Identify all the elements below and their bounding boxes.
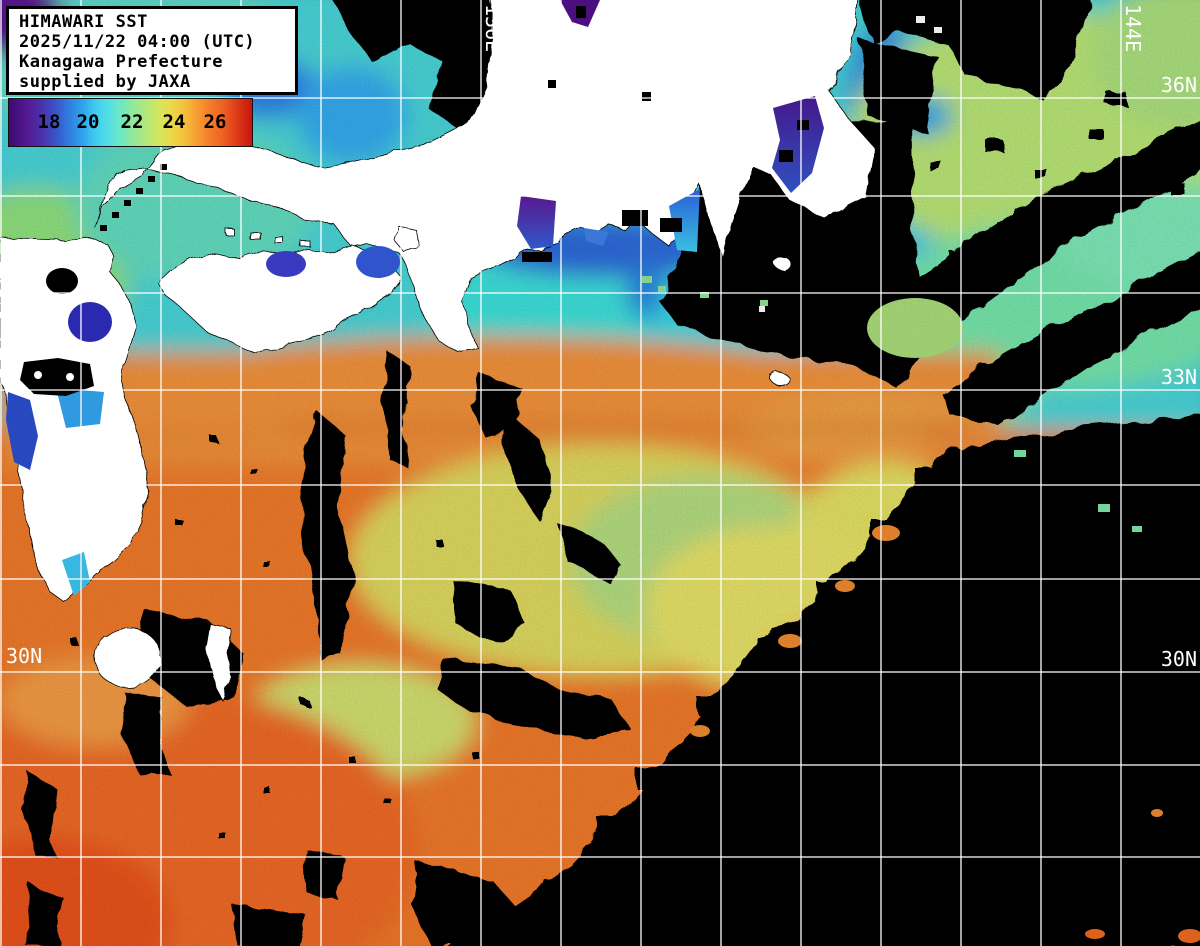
parallel-label-36n: 36N xyxy=(1160,73,1197,97)
land-island-tanegashima xyxy=(205,623,233,702)
colorbar-tick-24: 24 xyxy=(162,111,186,133)
parallel-label-30n-left: 30N xyxy=(6,644,43,668)
suruga-bay xyxy=(669,189,700,252)
land-shikoku xyxy=(157,245,403,354)
land-island-south xyxy=(770,372,790,386)
meridian-label-144e: 144E xyxy=(1121,4,1145,53)
aso-cloud-blob xyxy=(20,358,94,396)
product-title: HIMAWARI SST xyxy=(19,12,148,32)
land-island-yakushima xyxy=(94,627,162,689)
temperature-colorbar: 18 20 22 24 26 xyxy=(8,98,253,147)
colorbar-tick-26: 26 xyxy=(203,111,227,133)
region-name: Kanagawa Prefecture xyxy=(19,52,223,72)
parallel-label-30n: 30N xyxy=(1160,647,1197,671)
info-box: HIMAWARI SST 2025/11/22 04:00 (UTC) Kana… xyxy=(6,6,298,95)
land-island-izu-oshima xyxy=(773,255,791,271)
colorbar-tick-22: 22 xyxy=(120,111,144,133)
meridian-label-136e: 136E xyxy=(481,4,505,53)
mikawa-bay xyxy=(584,228,609,246)
tokyo-bay xyxy=(772,96,824,193)
parallel-label-33n: 33N xyxy=(1160,365,1197,389)
colorbar-tick-20: 20 xyxy=(76,111,100,133)
credit-line: supplied by JAXA xyxy=(19,72,191,92)
ise-bay xyxy=(517,196,556,249)
timestamp: 2025/11/22 04:00 (UTC) xyxy=(19,32,256,52)
ariake-sea xyxy=(6,392,38,470)
kagoshima-bay xyxy=(62,552,90,596)
colorbar-tick-18: 18 xyxy=(37,111,61,133)
